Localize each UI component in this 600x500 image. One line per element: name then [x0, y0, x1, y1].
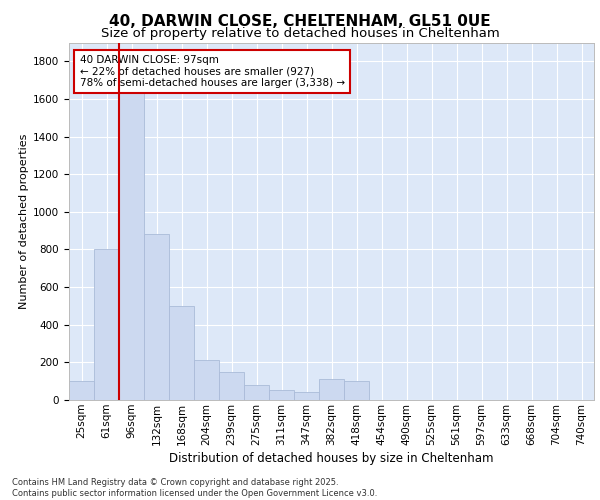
Bar: [94, 250, 119, 400]
Bar: [69, 381, 94, 400]
Bar: [119, 80, 144, 400]
Bar: [319, 380, 344, 400]
Text: Contains HM Land Registry data © Crown copyright and database right 2025.
Contai: Contains HM Land Registry data © Crown c…: [12, 478, 377, 498]
Bar: [194, 360, 219, 400]
Bar: [244, 385, 269, 400]
Text: 40, DARWIN CLOSE, CHELTENHAM, GL51 0UE: 40, DARWIN CLOSE, CHELTENHAM, GL51 0UE: [109, 14, 491, 29]
X-axis label: Distribution of detached houses by size in Cheltenham: Distribution of detached houses by size …: [169, 452, 494, 465]
Text: 40 DARWIN CLOSE: 97sqm
← 22% of detached houses are smaller (927)
78% of semi-de: 40 DARWIN CLOSE: 97sqm ← 22% of detached…: [79, 55, 344, 88]
Bar: [344, 381, 369, 400]
Y-axis label: Number of detached properties: Number of detached properties: [19, 134, 29, 309]
Bar: [294, 392, 319, 400]
Text: Size of property relative to detached houses in Cheltenham: Size of property relative to detached ho…: [101, 28, 499, 40]
Bar: [169, 306, 194, 400]
Bar: [219, 372, 244, 400]
Bar: [269, 390, 294, 400]
Bar: [144, 234, 169, 400]
